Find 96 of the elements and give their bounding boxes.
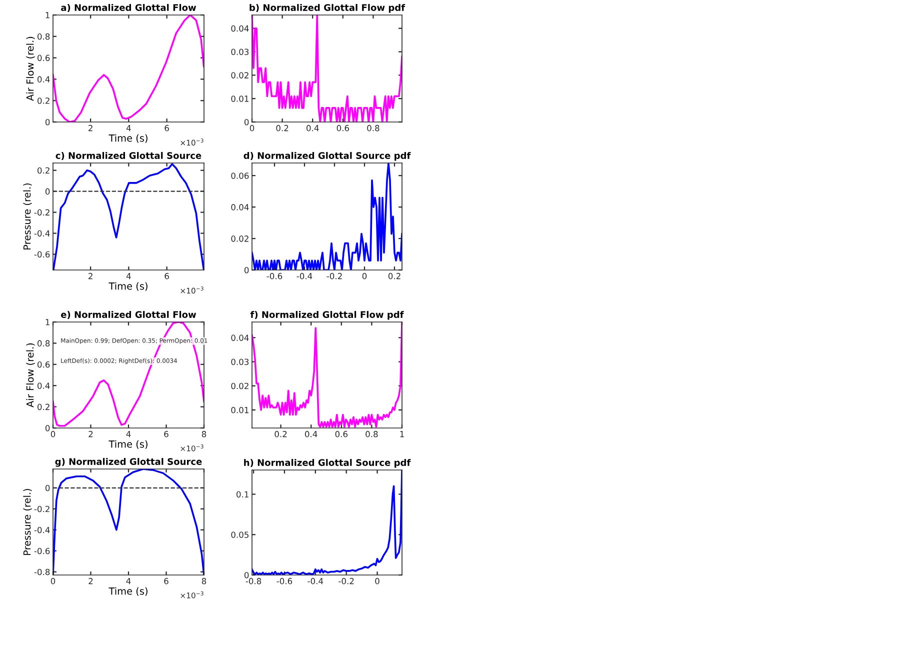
x-tick-label: 2 xyxy=(88,272,92,280)
y-tick-label: 0.02 xyxy=(231,382,248,390)
y-tick-label: 0.06 xyxy=(231,172,249,179)
y-axis-title: Air Flow (rel.) xyxy=(26,36,35,101)
y-tick-label: -0.6 xyxy=(34,548,50,554)
x-axis-title: Time (s) xyxy=(108,134,148,143)
x-tick-label: 4 xyxy=(126,578,131,584)
y-tick-label: 0 xyxy=(45,484,50,492)
chart-title: f) Normalized Glottal Flow pdf xyxy=(250,310,404,320)
line-series xyxy=(252,470,402,575)
x-tick-label: 0.8 xyxy=(367,124,380,132)
x-tick-label: 0 xyxy=(50,578,56,584)
y-tick-label: 0.4 xyxy=(38,76,50,82)
y-tick-label: 0.2 xyxy=(38,98,50,104)
y-tick-label: 0.1 xyxy=(236,491,248,498)
y-tick-label: 0.04 xyxy=(231,204,249,210)
chart-title: h) Normalized Glottal Source pdf xyxy=(244,458,411,468)
y-tick-label: 0 xyxy=(244,118,249,126)
y-tick-label: 0.02 xyxy=(231,236,248,242)
x-tick-label: 6 xyxy=(164,430,168,438)
x-tick-label: -0.4 xyxy=(308,578,324,584)
x-tick-label: 2 xyxy=(88,124,92,132)
y-tick-label: 0 xyxy=(244,266,249,274)
line-series xyxy=(252,15,402,122)
x-tick-label: 0.6 xyxy=(336,124,350,132)
y-tick-label: 0.01 xyxy=(231,96,248,102)
chart-title: c) Normalized Glottal Source xyxy=(56,152,202,160)
y-tick-label: 0.6 xyxy=(38,54,50,62)
x-tick-label: 0.2 xyxy=(274,430,287,438)
x-axis-title: Time (s) xyxy=(108,587,148,596)
x-tick-label: 8 xyxy=(202,578,206,584)
y-tick-label: 0.01 xyxy=(231,406,248,414)
chart-title: a) Normalized Glottal Flow xyxy=(61,4,196,12)
x-tick-label: 0 xyxy=(50,430,56,438)
x-tick-label: -0.6 xyxy=(276,578,292,584)
x-tick-label: 2 xyxy=(88,430,93,438)
y-tick-label: 0.04 xyxy=(231,25,249,32)
y-tick-label: 0.2 xyxy=(38,404,50,410)
x-tick-label: 4 xyxy=(126,125,131,132)
x-tick-label: 4 xyxy=(126,273,131,280)
x-tick-label: 1 xyxy=(400,431,404,438)
y-tick-label: 0.02 xyxy=(231,72,248,78)
line-series xyxy=(53,469,204,575)
y-tick-label: 0 xyxy=(45,118,50,126)
y-tick-label: 0.05 xyxy=(231,532,248,538)
y-tick-label: 0.8 xyxy=(38,33,50,40)
line-series xyxy=(53,163,204,270)
line-series xyxy=(252,322,402,428)
x-tick-label: 0 xyxy=(250,124,254,132)
x-tick-label: 6 xyxy=(164,578,168,584)
x-tick-label: -0.6 xyxy=(266,272,282,280)
x-tick-label: 0.2 xyxy=(276,124,288,132)
y-tick-label: 0.04 xyxy=(231,334,249,341)
y-tick-label: 0.2 xyxy=(38,167,50,174)
y-tick-label: 0.4 xyxy=(38,382,50,389)
y-tick-label: 0.03 xyxy=(231,48,249,56)
y-axis-title: Pressure (rel.) xyxy=(23,183,32,250)
chart-title: b) Normalized Glottal Flow pdf xyxy=(250,4,406,13)
y-tick-label: 1 xyxy=(46,319,50,326)
y-axis-title: Air Flow (rel.) xyxy=(26,343,35,408)
x-tick-label: -0.2 xyxy=(326,272,342,280)
y-tick-label: -0.2 xyxy=(34,209,50,216)
x-tick-label: 6 xyxy=(164,124,169,132)
x-tick-label: 8 xyxy=(202,430,206,438)
x-tick-label: 0 xyxy=(375,578,380,584)
x-tick-label: -0.4 xyxy=(296,272,312,280)
chart-title: g) Normalized Glottal Source xyxy=(55,458,202,467)
x-axis-title: Time (s) xyxy=(108,282,148,291)
x-tick-label: 0.4 xyxy=(305,430,318,438)
x-tick-label: 0.8 xyxy=(366,430,378,438)
y-axis-title: Pressure (rel.) xyxy=(23,488,32,555)
line-series xyxy=(252,163,402,270)
y-tick-label: -0.4 xyxy=(34,526,50,534)
x-tick-label: 0.2 xyxy=(388,272,400,280)
y-tick-label: -0.2 xyxy=(34,506,50,512)
y-tick-label: -0.8 xyxy=(34,568,50,576)
y-tick-label: 0 xyxy=(45,424,50,432)
x-tick-label: 2 xyxy=(88,578,93,584)
y-tick-label: -0.4 xyxy=(34,230,50,237)
x-tick-label: 0 xyxy=(362,272,367,280)
x-tick-label: 4 xyxy=(126,431,131,438)
x-axis-title: Time (s) xyxy=(108,440,148,449)
x-tick-label: 6 xyxy=(164,272,169,280)
chart-title: e) Normalized Glottal Flow xyxy=(61,310,196,320)
x-tick-label: 0.4 xyxy=(306,124,319,132)
y-tick-label: 0.6 xyxy=(38,361,50,368)
line-series xyxy=(53,15,204,122)
y-tick-label: 0.03 xyxy=(231,358,249,366)
x-tick-label: -0.2 xyxy=(338,578,354,584)
y-tick-label: 1 xyxy=(46,12,50,18)
y-tick-label: 0 xyxy=(244,572,249,578)
chart-title: d) Normalized Glottal Source pdf xyxy=(244,152,411,161)
y-tick-label: 0.8 xyxy=(38,340,50,346)
y-tick-label: -0.6 xyxy=(34,251,50,258)
x-tick-label: 0.6 xyxy=(335,430,348,438)
y-tick-label: 0 xyxy=(45,188,50,195)
